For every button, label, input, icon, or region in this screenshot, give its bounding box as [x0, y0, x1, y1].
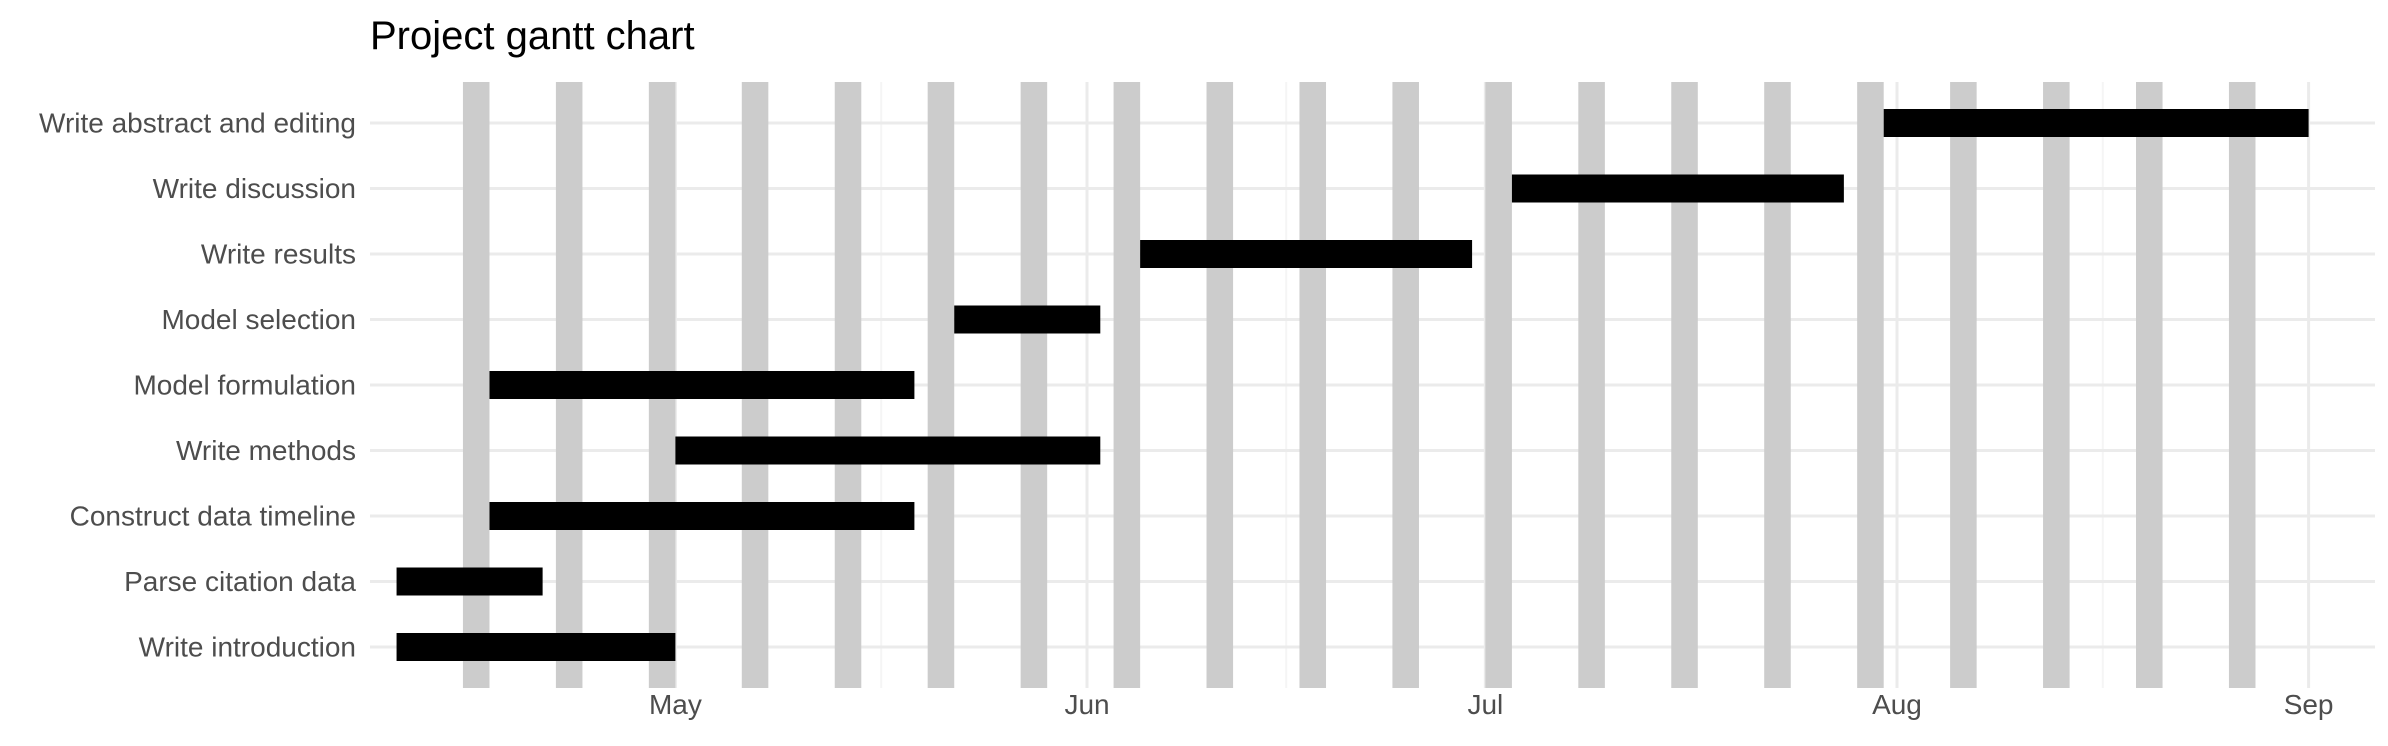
x-tick-label: May — [649, 689, 702, 720]
weekend-band — [2228, 82, 2256, 688]
task-label: Write introduction — [139, 632, 356, 663]
weekend-band — [927, 82, 955, 688]
weekend-band — [1485, 82, 1512, 688]
weekend-band — [1578, 82, 1605, 688]
task-bar — [396, 633, 676, 661]
task-bar — [396, 567, 543, 596]
weekend-band — [1113, 82, 1141, 688]
weekend-band — [1392, 82, 1419, 688]
weekend-band — [1020, 82, 1048, 688]
task-bar — [1140, 240, 1473, 268]
x-axis-labels: May Jun Jul Aug Sep — [649, 689, 2334, 720]
task-label: Write abstract and editing — [39, 108, 356, 139]
weekend-band — [1671, 82, 1698, 688]
task-label: Model formulation — [133, 370, 356, 401]
weekend-band — [1950, 82, 1977, 688]
weekend-band — [1764, 82, 1791, 688]
task-bar — [1511, 174, 1844, 203]
task-bar — [675, 436, 1101, 465]
y-axis-labels: Write introduction Parse citation data Con… — [39, 108, 356, 663]
task-label: Write discussion — [153, 173, 356, 204]
x-tick-label: Jul — [1467, 689, 1503, 720]
x-tick-label: Jun — [1064, 689, 1109, 720]
weekend-band — [1299, 82, 1327, 688]
task-bars — [396, 109, 2309, 661]
weekend-band — [1206, 82, 1234, 688]
task-bar — [954, 305, 1101, 334]
x-tick-label: Sep — [2284, 689, 2334, 720]
weekend-band — [2043, 82, 2070, 688]
task-label: Model selection — [161, 304, 356, 335]
task-label: Parse citation data — [124, 566, 356, 597]
task-label: Write methods — [176, 435, 356, 466]
weekend-band — [1857, 82, 1884, 688]
weekend-band — [462, 82, 490, 688]
chart-title: Project gantt chart — [370, 14, 695, 58]
task-label: Write results — [201, 239, 356, 270]
x-tick-label: Aug — [1872, 689, 1922, 720]
task-bar — [489, 371, 915, 399]
task-label: Construct data timeline — [70, 501, 356, 532]
weekend-band — [2135, 82, 2163, 688]
task-bar — [489, 502, 915, 530]
task-bar — [1883, 109, 2309, 137]
